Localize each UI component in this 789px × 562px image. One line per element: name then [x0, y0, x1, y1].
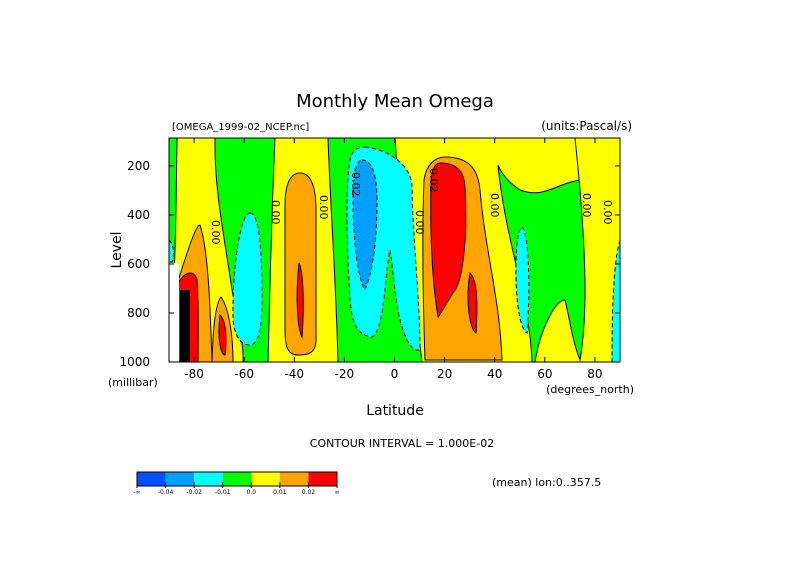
y-tick-label: 1000	[119, 355, 150, 369]
y-tick-label: 400	[127, 208, 150, 222]
region-orange-sh-mid	[284, 172, 317, 356]
file-label: [OMEGA_1999-02_NCEP.nc]	[172, 122, 309, 133]
contour-label: -0.02	[349, 168, 362, 196]
contour-label: 0.00	[209, 220, 222, 245]
y-tick-label: 200	[127, 159, 150, 173]
colorbar-label: 0.0	[247, 489, 257, 496]
chart-title: Monthly Mean Omega	[296, 91, 494, 112]
x-axis-units: (degrees_north)	[546, 383, 634, 396]
region-cyan-sh	[232, 212, 263, 346]
units-label: (units:Pascal/s)	[541, 119, 632, 133]
region-dense-contours	[180, 290, 190, 362]
contour-interval: CONTOUR INTERVAL = 1.000E-02	[310, 437, 494, 450]
x-tick-label: 80	[587, 367, 602, 381]
x-tick-label: 60	[537, 367, 552, 381]
contour-label: 0.00	[317, 195, 330, 220]
colorbar-swatch	[165, 472, 195, 486]
colorbar: -∞ -0.04 -0.02 -0.01 0.0 0.01 0.02 ∞	[133, 471, 340, 496]
mean-note: (mean) lon:0..357.5	[492, 476, 601, 489]
x-tick-label: -20	[335, 367, 355, 381]
region-cyan-left	[169, 239, 175, 263]
y-tick-label: 600	[127, 257, 150, 271]
colorbar-label: 0.02	[302, 489, 316, 496]
colorbar-swatch	[222, 472, 252, 486]
colorbar-label: 0.01	[273, 489, 287, 496]
region-cyan-nh	[515, 226, 530, 334]
colorbar-label: -0.01	[215, 489, 231, 496]
contour-label: 0.00	[413, 210, 426, 235]
contour-label: 0.00	[269, 200, 282, 225]
x-tick-label: 20	[437, 367, 452, 381]
x-axis-label: Latitude	[366, 403, 424, 419]
x-tick-label: 0	[391, 367, 399, 381]
colorbar-swatch	[251, 472, 280, 486]
contour-label: 0.02	[427, 168, 440, 193]
x-tick-label: 40	[487, 367, 502, 381]
contour-label: 0.00	[601, 200, 614, 225]
colorbar-swatch	[308, 472, 337, 486]
x-tick-label: -80	[184, 367, 204, 381]
colorbar-label: -∞	[133, 489, 140, 496]
colorbar-swatch	[137, 472, 166, 486]
y-axis-label: Level	[109, 232, 125, 269]
region-red-sh-polar2	[218, 314, 227, 356]
y-axis-units: (millibar)	[108, 376, 158, 389]
region-red-sh-mid	[296, 262, 304, 339]
region-yellow-right	[534, 138, 620, 362]
contour-label: 0.00	[488, 193, 501, 218]
region-blue-tropics	[352, 159, 378, 292]
x-tick-label: -60	[234, 367, 254, 381]
colorbar-frame	[136, 471, 338, 487]
colorbar-label: -0.02	[186, 489, 202, 496]
axes: -80 -60 -40 -20 0 20 40 60 80 200 400 600 800 1000	[119, 138, 620, 381]
region-red-nh2	[467, 271, 478, 334]
contour-fill	[169, 138, 620, 362]
contour-label: 0.00	[580, 193, 593, 218]
colorbar-swatch	[279, 472, 309, 486]
x-tick-label: -40	[284, 367, 304, 381]
colorbar-label: -0.04	[158, 489, 174, 496]
colorbar-swatch	[194, 472, 223, 486]
colorbar-label: ∞	[335, 489, 340, 496]
region-red-nh	[430, 162, 467, 319]
y-tick-label: 800	[127, 306, 150, 320]
